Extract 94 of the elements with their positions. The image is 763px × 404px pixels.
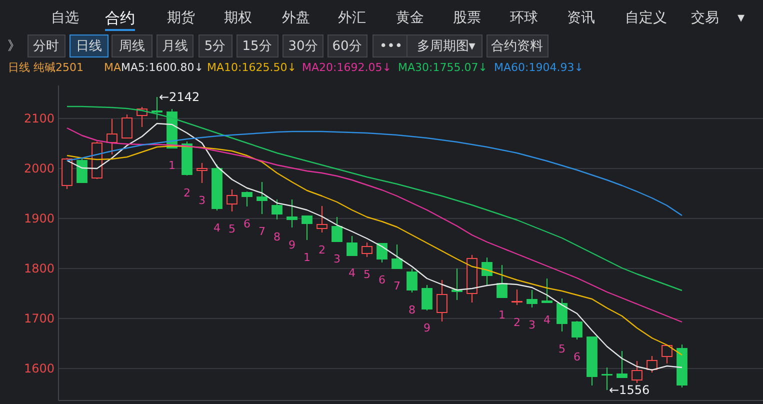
- y-tick-label: 1900: [24, 212, 54, 226]
- candlestick: [422, 284, 432, 311]
- text: 5: [228, 222, 236, 236]
- y-tick-label: 1700: [24, 312, 54, 326]
- candlestick: [272, 199, 282, 220]
- candlestick: [646, 356, 658, 373]
- text: 1: [168, 159, 176, 172]
- text: MA10:1625.50↓: [207, 61, 296, 74]
- text: 5分: [204, 39, 226, 54]
- text: 交易: [691, 10, 719, 26]
- text: 8: [408, 304, 416, 316]
- candlestick: [542, 278, 552, 303]
- text: 分时: [33, 39, 59, 54]
- text: 日线: [76, 39, 102, 54]
- text: ▾: [468, 39, 476, 54]
- candlestick: [122, 114, 132, 138]
- candlestick: [242, 191, 252, 207]
- text: 自选: [51, 10, 79, 26]
- text: 2: [184, 186, 190, 200]
- text: 外汇: [338, 10, 366, 26]
- candlestick: [376, 243, 388, 263]
- annotation: ←1556: [609, 383, 650, 397]
- candlestick: [346, 236, 358, 256]
- text: 2: [318, 244, 326, 256]
- candlestick: [332, 216, 342, 242]
- candlestick: [526, 290, 538, 308]
- text: 合约: [105, 9, 135, 27]
- text: 6: [574, 350, 580, 364]
- candlestick: [572, 320, 582, 340]
- y-tick-label: 1800: [24, 262, 54, 276]
- text: 》: [8, 39, 20, 54]
- text: 6: [244, 218, 250, 230]
- text: 15分: [242, 39, 272, 54]
- text: 5: [364, 268, 370, 281]
- text: 4: [544, 314, 550, 326]
- text: 4: [214, 222, 220, 234]
- candlestick: [392, 244, 402, 269]
- candlestick: [496, 264, 508, 298]
- text: 期权: [224, 10, 252, 26]
- text: 3: [528, 318, 536, 332]
- text: 9: [424, 322, 430, 334]
- text: MA30:1755.07↓: [398, 61, 488, 74]
- text: 月线: [162, 39, 188, 54]
- candlestick: [196, 162, 208, 184]
- candlestick: [256, 182, 268, 214]
- text: 5: [558, 342, 566, 356]
- candlestick: [632, 360, 642, 384]
- candlestick: [362, 242, 372, 258]
- text: 黄金: [396, 10, 424, 26]
- text: 3: [334, 252, 340, 266]
- candlestick: [316, 206, 328, 233]
- text: 多周期图: [417, 39, 469, 54]
- text: 自定义: [625, 10, 667, 26]
- annotation: ←2142: [159, 90, 200, 104]
- text: 合约资料: [491, 39, 543, 54]
- text: 外盘: [282, 10, 310, 26]
- text: MA5:1600.80↓: [121, 61, 204, 74]
- text: •••: [379, 39, 403, 54]
- text: 3: [198, 194, 206, 207]
- text: 4: [348, 266, 356, 280]
- text: 8: [274, 230, 280, 244]
- text: 2: [514, 316, 520, 329]
- text: MA60:1904.93↓: [494, 61, 584, 74]
- text: 资讯: [567, 10, 595, 26]
- candlestick: [482, 257, 492, 286]
- candlestick: [286, 199, 298, 228]
- text: 股票: [453, 10, 481, 26]
- y-tick-label: 2000: [24, 162, 54, 176]
- y-tick-label: 1600: [24, 362, 54, 376]
- candlestick: [512, 289, 522, 306]
- text: 7: [394, 280, 400, 292]
- candlestick: [302, 216, 312, 240]
- text: 30分: [288, 39, 318, 54]
- text: MA20:1692.05↓: [302, 61, 392, 74]
- text: 9: [288, 238, 296, 252]
- candlestick: [406, 268, 418, 293]
- text: 7: [258, 225, 266, 238]
- candlestick: [436, 280, 448, 322]
- legend-title: MA: [104, 61, 122, 74]
- candlestick: [556, 298, 568, 332]
- candlestick: [106, 118, 118, 155]
- y-tick-label: 2100: [24, 112, 54, 126]
- text: 期货: [167, 10, 195, 26]
- candlestick: [662, 345, 672, 364]
- candlestick: [226, 189, 238, 212]
- candlestick: [616, 350, 628, 378]
- text: ▾: [737, 10, 745, 26]
- text: 周线: [119, 39, 145, 54]
- text: 1: [304, 251, 310, 264]
- text: 环球: [510, 10, 538, 26]
- chart-title: 日线 纯碱2501: [8, 61, 84, 74]
- text: 60分: [332, 39, 362, 54]
- text: 1: [498, 308, 506, 322]
- text: 6: [378, 274, 386, 286]
